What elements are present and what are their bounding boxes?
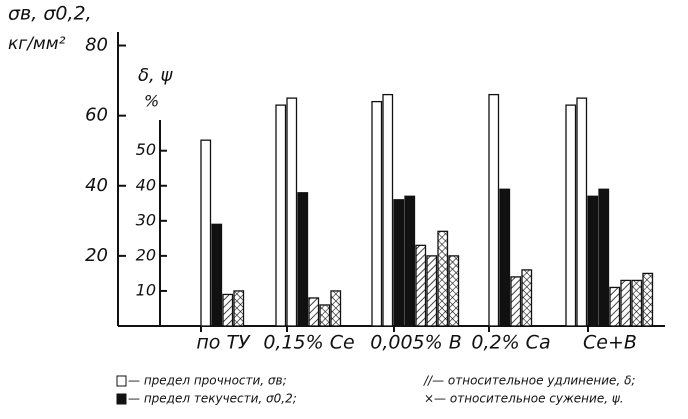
x-tick-label: 0,2% Ca bbox=[471, 332, 550, 354]
bar bbox=[510, 276, 522, 327]
bar bbox=[598, 188, 610, 327]
y2-tick-label: 50 bbox=[136, 140, 156, 159]
y-tick-label: 60 bbox=[85, 105, 108, 126]
legend-label: ×— относительное сужение, ψ. bbox=[424, 392, 624, 406]
bar bbox=[308, 297, 320, 327]
x-tick-label: 0,005% B bbox=[370, 332, 462, 354]
y2-tick-label: 30 bbox=[136, 210, 156, 229]
bar bbox=[631, 279, 643, 327]
bar bbox=[200, 139, 212, 327]
bar bbox=[233, 290, 245, 327]
bar bbox=[437, 230, 449, 327]
bar bbox=[222, 293, 234, 327]
bar bbox=[587, 195, 599, 327]
bar bbox=[565, 104, 577, 327]
y2-axis-label: % bbox=[144, 92, 159, 111]
bar bbox=[620, 279, 632, 327]
bar bbox=[286, 97, 298, 327]
bar bbox=[642, 272, 654, 327]
bar bbox=[609, 286, 621, 327]
bar bbox=[488, 93, 500, 327]
y2-tick-label: 20 bbox=[136, 245, 156, 264]
bar bbox=[297, 192, 309, 327]
x-tick-label: Ce+B bbox=[583, 332, 637, 354]
bar bbox=[371, 100, 383, 327]
bar bbox=[382, 93, 394, 327]
bar bbox=[393, 199, 405, 327]
y-axis-label: σв, σ0,2, bbox=[8, 3, 92, 25]
bar bbox=[521, 269, 533, 327]
y2-tick-label: 10 bbox=[136, 280, 156, 299]
bar bbox=[499, 188, 511, 327]
bar bbox=[576, 97, 588, 327]
bar bbox=[426, 255, 438, 327]
y-tick-label: 80 bbox=[85, 35, 108, 56]
y2-axis-label: δ, ψ bbox=[138, 65, 173, 86]
y-axis-label: кг/мм² bbox=[8, 34, 66, 54]
y-tick-label: 20 bbox=[85, 245, 108, 266]
bar bbox=[319, 304, 331, 327]
legend-swatch bbox=[116, 393, 127, 405]
x-tick-label: по ТУ bbox=[196, 332, 251, 354]
bar bbox=[275, 104, 287, 327]
bar bbox=[211, 223, 223, 327]
bar bbox=[415, 244, 427, 327]
bar bbox=[404, 195, 416, 327]
x-tick-label: 0,15% Ce bbox=[263, 332, 354, 354]
y2-tick-label: 40 bbox=[136, 175, 156, 194]
legend-label: //— относительное удлинение, δ; bbox=[423, 374, 635, 388]
bar bbox=[330, 290, 342, 327]
y-tick-label: 40 bbox=[85, 175, 108, 196]
legend-swatch bbox=[116, 375, 127, 387]
bar bbox=[448, 255, 460, 327]
legend-label: — предел текучести, σ0,2; bbox=[128, 392, 297, 406]
legend-label: — предел прочности, σв; bbox=[128, 374, 287, 388]
